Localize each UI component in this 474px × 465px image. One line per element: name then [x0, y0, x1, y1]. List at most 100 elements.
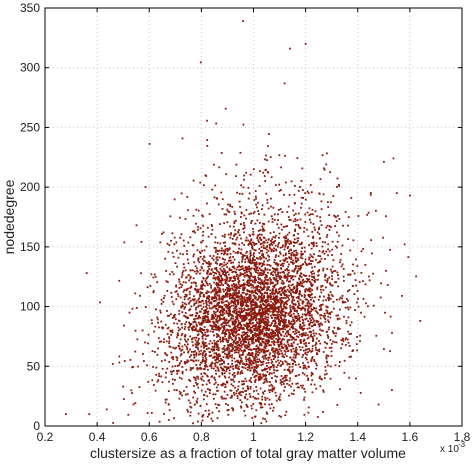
data-point: [279, 328, 281, 331]
data-point: [217, 308, 219, 311]
data-point: [307, 379, 310, 381]
data-point: [202, 356, 204, 359]
data-point: [213, 328, 215, 331]
data-point: [384, 311, 386, 314]
data-point: [311, 335, 314, 338]
data-point: [230, 276, 233, 279]
data-point: [248, 308, 251, 311]
data-point: [255, 350, 257, 353]
data-point: [227, 367, 230, 370]
data-point: [275, 291, 278, 294]
data-point: [303, 399, 305, 401]
data-point: [280, 298, 282, 301]
data-point: [236, 348, 239, 351]
data-point: [240, 307, 243, 310]
data-point: [251, 352, 254, 355]
data-point: [186, 253, 188, 255]
data-point: [253, 286, 256, 289]
data-point: [291, 275, 293, 278]
data-point: [226, 312, 228, 315]
data-point: [255, 329, 258, 332]
data-point: [297, 315, 300, 317]
data-point: [164, 257, 167, 260]
data-point: [219, 264, 221, 267]
data-point: [291, 345, 294, 348]
data-point: [233, 322, 235, 325]
data-point: [274, 236, 277, 239]
data-point: [290, 294, 292, 296]
data-point: [303, 246, 306, 249]
data-point: [355, 377, 357, 380]
data-point: [305, 317, 308, 320]
data-point: [293, 214, 296, 217]
data-point: [294, 355, 297, 357]
data-point: [249, 173, 252, 176]
data-point: [206, 331, 209, 333]
data-point: [296, 219, 299, 221]
data-point: [223, 295, 226, 298]
data-point: [244, 258, 247, 261]
data-point: [148, 143, 151, 145]
data-point: [286, 300, 289, 302]
data-point: [150, 412, 153, 414]
data-point: [268, 133, 270, 135]
data-point: [329, 313, 332, 316]
data-point: [162, 301, 165, 303]
data-point: [237, 230, 239, 233]
data-point: [334, 281, 336, 284]
data-point: [318, 377, 321, 380]
data-point: [257, 397, 260, 400]
data-point: [307, 320, 310, 322]
data-point: [223, 397, 225, 400]
data-point: [233, 311, 236, 314]
data-point: [200, 265, 203, 268]
data-point: [270, 389, 272, 391]
data-point: [188, 290, 191, 293]
data-point: [193, 353, 196, 356]
data-point: [274, 240, 276, 242]
data-point: [214, 393, 217, 396]
data-point: [196, 270, 199, 273]
data-point: [299, 227, 302, 229]
data-point: [262, 350, 265, 353]
data-point: [324, 241, 326, 244]
data-point: [310, 283, 313, 286]
data-point: [262, 363, 264, 366]
data-point: [243, 288, 246, 291]
data-point: [252, 241, 254, 244]
data-point: [315, 346, 317, 349]
data-point: [253, 264, 256, 267]
data-point: [308, 256, 311, 259]
data-point: [255, 197, 257, 200]
data-point: [252, 334, 254, 336]
data-point: [265, 278, 267, 281]
data-point: [301, 313, 304, 316]
data-point: [268, 398, 271, 401]
data-point: [217, 345, 219, 348]
data-point: [256, 351, 259, 353]
data-point: [218, 305, 221, 307]
data-point: [245, 393, 248, 396]
data-point: [343, 315, 345, 318]
data-point: [248, 364, 251, 367]
data-point: [285, 361, 288, 364]
data-point: [309, 317, 311, 320]
data-point: [277, 331, 280, 334]
data-point: [318, 269, 320, 271]
data-point: [211, 420, 214, 422]
data-point: [200, 378, 203, 381]
data-point: [212, 356, 214, 359]
data-point: [324, 373, 326, 376]
data-point: [292, 275, 295, 278]
data-point: [296, 317, 299, 320]
data-point: [222, 313, 224, 316]
data-point: [252, 228, 254, 230]
data-point: [237, 329, 240, 331]
data-point: [324, 279, 327, 282]
data-point: [257, 281, 259, 284]
data-point: [200, 345, 203, 348]
data-point: [310, 260, 312, 262]
data-point: [251, 335, 254, 338]
data-point: [268, 328, 271, 330]
data-point: [314, 296, 316, 299]
